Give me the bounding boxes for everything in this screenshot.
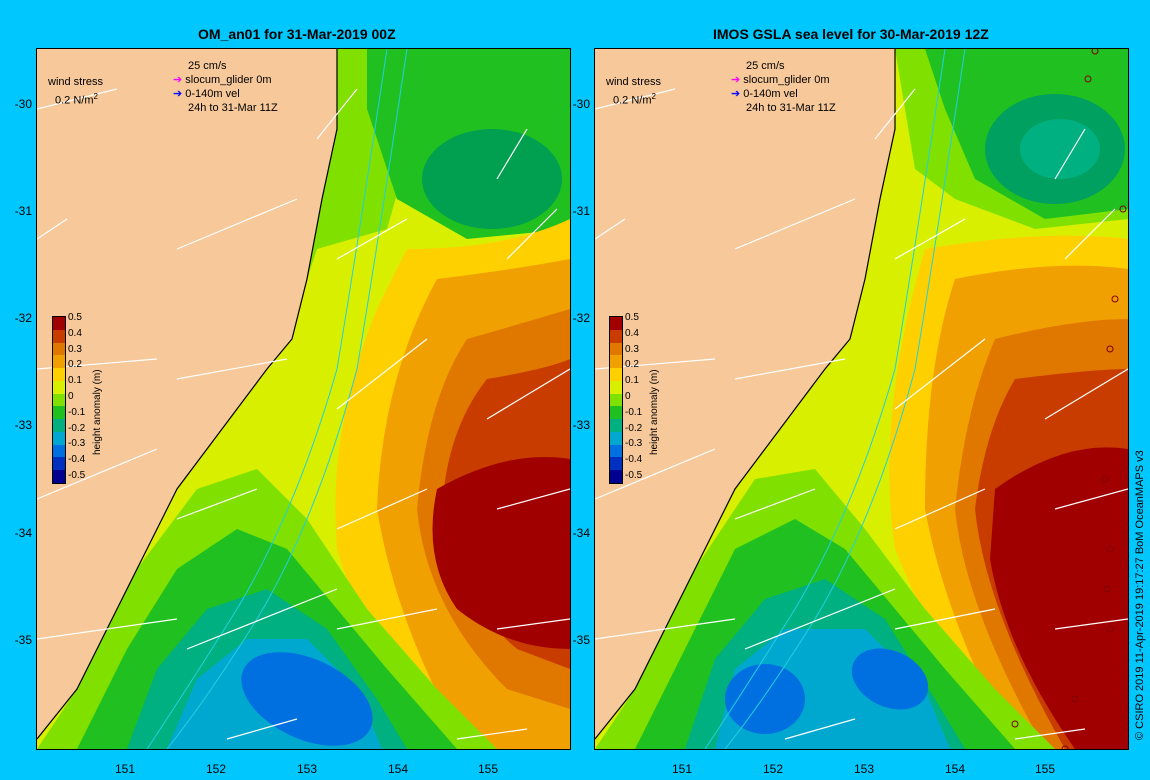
- colorbar-segment: [610, 380, 622, 395]
- colorbar-tick-label: 0.3: [68, 343, 82, 355]
- colorbar-segment: [53, 444, 65, 458]
- right-map-panel: [594, 48, 1129, 750]
- wind-stress-label: wind stress: [48, 76, 104, 88]
- colorbar-segment: [610, 368, 622, 382]
- colorbar-segment: [53, 393, 65, 407]
- lat-label: -33: [572, 418, 590, 432]
- colorbar-segment: [53, 355, 65, 369]
- glider-label: ➔ slocum_glider 0m: [173, 74, 272, 86]
- left-sea-level-map: [37, 49, 570, 749]
- track-label: 24h to 31-Mar 11Z: [188, 102, 278, 114]
- vel-label: ➔ 0-140m vel: [173, 88, 240, 100]
- lon-label: 152: [762, 762, 784, 776]
- colorbar-segment: [53, 431, 65, 446]
- colorbar-segment: [610, 355, 622, 369]
- colorbar-tick-label: -0.3: [625, 438, 643, 450]
- colorbar-segment: [53, 380, 65, 395]
- left-panel-title: OM_an01 for 31-Mar-2019 00Z: [198, 26, 396, 42]
- right-sea-level-map: [595, 49, 1128, 749]
- lon-label: 154: [387, 762, 409, 776]
- glider-label: ➔ slocum_glider 0m: [731, 74, 830, 86]
- colorbar-segment: [610, 457, 622, 471]
- vel-label: ➔ 0-140m vel: [731, 88, 798, 100]
- colorbar-segment: [53, 317, 65, 331]
- lat-label: -30: [572, 97, 590, 111]
- lon-label: 155: [477, 762, 499, 776]
- colorbar-tick-label: 0.3: [625, 343, 639, 355]
- lon-label: 151: [114, 762, 136, 776]
- colorbar-tick-label: 0.2: [625, 359, 639, 371]
- glider-arrow-icon: ➔: [731, 74, 741, 86]
- colorbar-title: height anomaly (m): [92, 369, 103, 455]
- colorbar-tick-label: -0.4: [625, 454, 643, 466]
- current-scale-label: 25 cm/s: [188, 60, 227, 72]
- colorbar-segment: [610, 431, 622, 446]
- colorbar-tick-label: -0.1: [68, 406, 86, 418]
- colorbar-segment: [610, 470, 622, 484]
- lat-label: -35: [572, 633, 590, 647]
- lon-label: 152: [205, 762, 227, 776]
- colorbar-segment: [610, 329, 622, 344]
- colorbar-title: height anomaly (m): [649, 369, 660, 455]
- colorbar-segment: [610, 317, 622, 331]
- lat-label: -33: [14, 418, 32, 432]
- colorbar-segment: [53, 419, 65, 433]
- colorbar-right: [609, 316, 623, 484]
- lat-label: -31: [14, 204, 32, 218]
- lat-label: -34: [572, 526, 590, 540]
- colorbar-segment: [610, 406, 622, 420]
- vel-arrow-icon: ➔: [173, 88, 183, 100]
- colorbar-segment: [610, 419, 622, 433]
- colorbar-tick-label: 0.4: [625, 327, 639, 339]
- wind-scale-label: 0.2 N/m2: [613, 92, 656, 107]
- lon-label: 153: [296, 762, 318, 776]
- lat-label: -34: [14, 526, 32, 540]
- colorbar-segment: [610, 342, 622, 356]
- colorbar-tick-label: 0.2: [68, 359, 82, 371]
- lon-label: 151: [671, 762, 693, 776]
- credit-text: © CSIRO 2019 11-Apr-2019 19:17:27 BoM Oc…: [1134, 450, 1146, 740]
- colorbar-segment: [53, 368, 65, 382]
- colorbar-tick-label: 0.4: [68, 327, 82, 339]
- lon-label: 155: [1034, 762, 1056, 776]
- colorbar-segment: [53, 457, 65, 471]
- glider-arrow-icon: ➔: [173, 74, 183, 86]
- wind-stress-label: wind stress: [606, 76, 662, 88]
- colorbar-segment: [53, 342, 65, 356]
- left-map-panel: [36, 48, 571, 750]
- colorbar-tick-label: -0.1: [625, 406, 643, 418]
- track-label: 24h to 31-Mar 11Z: [746, 102, 836, 114]
- colorbar-tick-label: -0.5: [625, 470, 643, 481]
- colorbar-tick-label: 0.5: [68, 312, 82, 323]
- colorbar-tick-label: 0: [68, 391, 74, 402]
- right-panel-title: IMOS GSLA sea level for 30-Mar-2019 12Z: [713, 26, 989, 42]
- colorbar-tick-label: 0.5: [625, 312, 639, 323]
- colorbar-tick-label: -0.2: [625, 422, 643, 434]
- colorbar-tick-label: -0.3: [68, 438, 86, 450]
- colorbar-segment: [610, 444, 622, 458]
- lon-label: 153: [853, 762, 875, 776]
- lat-label: -30: [14, 97, 32, 111]
- colorbar-tick-label: 0.1: [625, 375, 639, 387]
- lat-label: -32: [572, 311, 590, 325]
- colorbar-tick-label: -0.2: [68, 422, 86, 434]
- lat-label: -32: [14, 311, 32, 325]
- colorbar-segment: [53, 470, 65, 484]
- colorbar-tick-label: 0: [625, 391, 631, 402]
- colorbar-left: [52, 316, 66, 484]
- lat-label: -31: [572, 204, 590, 218]
- colorbar-tick-label: -0.4: [68, 454, 86, 466]
- colorbar-segment: [53, 406, 65, 420]
- colorbar-segment: [53, 329, 65, 344]
- current-scale-label: 25 cm/s: [746, 60, 785, 72]
- colorbar-segment: [610, 393, 622, 407]
- lon-label: 154: [944, 762, 966, 776]
- colorbar-tick-label: -0.5: [68, 470, 86, 481]
- colorbar-tick-label: 0.1: [68, 375, 82, 387]
- lat-label: -35: [14, 633, 32, 647]
- vel-arrow-icon: ➔: [731, 88, 741, 100]
- wind-scale-label: 0.2 N/m2: [55, 92, 98, 107]
